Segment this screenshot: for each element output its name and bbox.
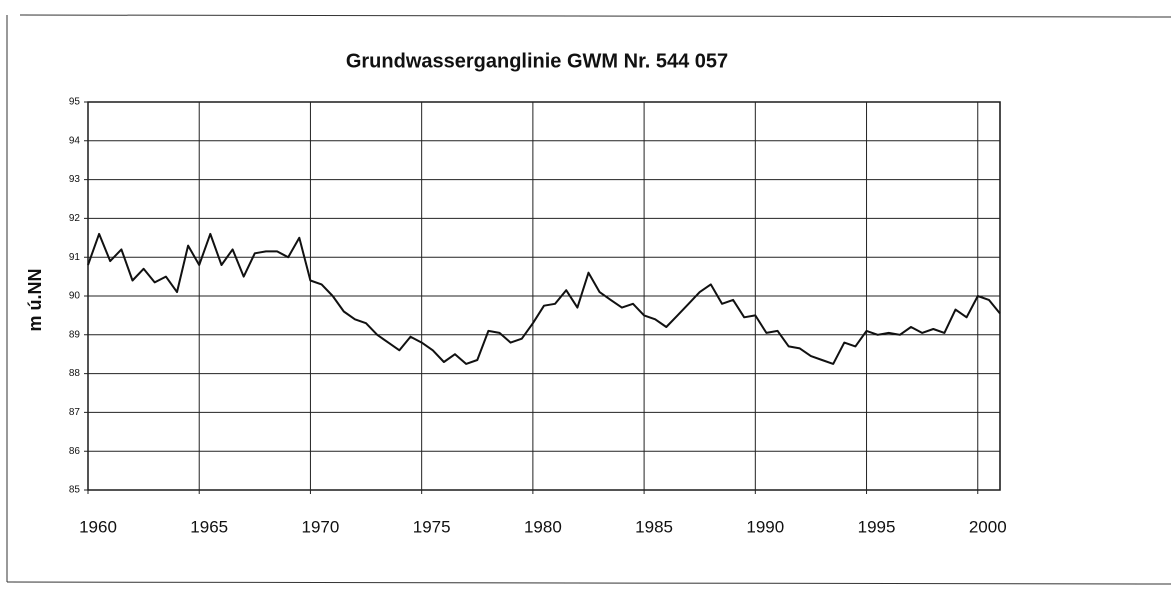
x-tick-label: 2000 bbox=[969, 517, 1007, 536]
y-tick-label: 94 bbox=[69, 135, 81, 146]
x-tick-label: 1965 bbox=[190, 517, 228, 536]
y-tick-label: 87 bbox=[69, 407, 81, 418]
x-tick-label: 1960 bbox=[79, 517, 117, 536]
x-tick-label: 1995 bbox=[858, 517, 896, 536]
frame-bottom bbox=[6, 581, 1171, 585]
y-tick-label: 90 bbox=[69, 291, 81, 302]
frame-top bbox=[19, 14, 1171, 18]
y-tick-label: 89 bbox=[69, 329, 81, 340]
y-tick-label: 86 bbox=[69, 446, 81, 457]
x-tick-label: 1970 bbox=[302, 517, 340, 536]
x-tick-label: 1975 bbox=[413, 517, 451, 536]
data-line bbox=[87, 232, 1001, 365]
y-tick-label: 93 bbox=[69, 174, 81, 185]
y-tick-label: 88 bbox=[69, 368, 81, 379]
y-tick-label: 91 bbox=[69, 252, 81, 263]
y-tick-label: 92 bbox=[69, 213, 81, 224]
chart-title: Grundwasserganglinie GWM Nr. 544 057 bbox=[346, 50, 728, 72]
y-tick-label: 85 bbox=[69, 485, 81, 496]
x-tick-label: 1990 bbox=[746, 517, 784, 536]
x-tick-label: 1985 bbox=[635, 517, 673, 536]
x-tick-label: 1980 bbox=[524, 517, 562, 536]
y-tick-label: 95 bbox=[69, 97, 81, 108]
y-axis-label: m ú.NN bbox=[25, 269, 45, 332]
